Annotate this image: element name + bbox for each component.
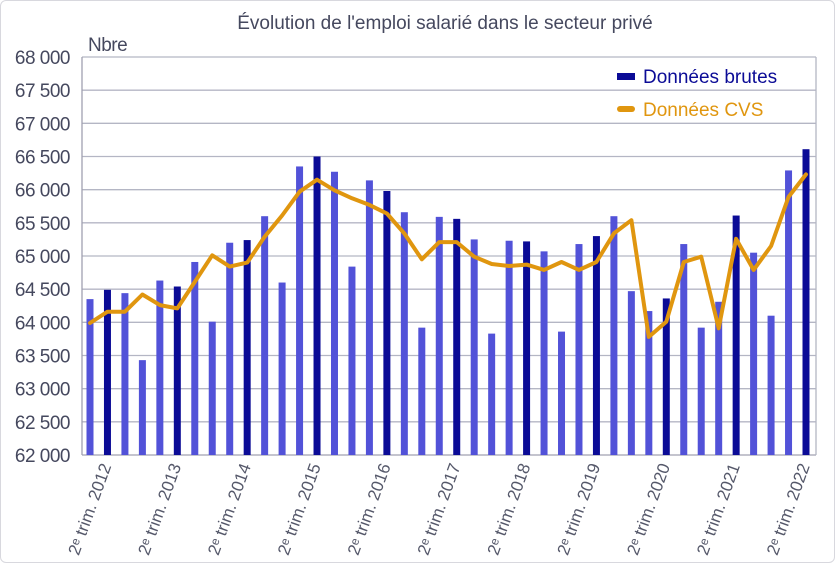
bar [627,291,635,455]
bar [435,216,443,455]
bar [558,331,566,455]
y-tick-label: 65 500 [15,214,70,235]
x-tick-label: 2ᵉ trim. 2013 [134,461,185,558]
bar [523,241,531,455]
bar [610,216,618,455]
legend-label-cvs: Données CVS [643,100,763,121]
bar [802,149,810,455]
bar [208,321,216,455]
y-axis-label: Nbre [88,35,127,56]
bar [418,327,426,455]
bar [296,166,304,455]
bar [156,280,164,455]
bar [400,212,408,455]
bar [662,298,670,455]
y-tick-label: 62 500 [15,413,70,434]
bar [767,315,775,455]
bar [575,244,583,455]
bar [697,327,705,455]
legend-swatch-brutes [617,73,635,80]
bar [785,170,793,455]
y-tick-label: 68 000 [15,48,70,69]
bar [680,244,688,455]
y-tick-label: 65 000 [15,247,70,268]
bar [86,299,94,455]
y-tick-label: 67 500 [15,81,70,102]
x-tick-label: 2ᵉ trim. 2021 [693,461,744,558]
y-tick-labels: 62 000 62 500 63 000 63 500 64 000 64 500 65 0… [15,48,71,467]
x-tick-label: 2ᵉ trim. 2016 [344,461,395,558]
bar [750,252,758,455]
legend: Données brutes Données CVS [617,67,777,121]
bar [453,218,461,455]
bar [715,301,723,455]
bar [383,190,391,455]
bar [645,311,653,455]
x-tick-label: 2ᵉ trim. 2015 [274,461,325,558]
bar [191,261,199,455]
y-tick-label: 66 500 [15,148,70,169]
x-tick-label: 2ᵉ trim. 2012 [65,461,116,558]
bar [488,333,496,455]
bar [138,360,146,455]
x-tick-label: 2ᵉ trim. 2014 [204,461,255,558]
x-tick-label: 2ᵉ trim. 2019 [553,461,604,558]
bar [732,215,740,455]
legend-swatch-cvs [617,106,635,112]
y-tick-label: 62 000 [15,446,70,467]
y-tick-label: 66 000 [15,181,70,202]
bar [540,251,548,455]
gridlines [81,56,817,456]
y-tick-label: 64 000 [15,313,70,334]
bar [365,180,373,455]
bar [278,282,286,455]
y-tick-label: 63 500 [15,347,70,368]
chart-title: Évolution de l'emploi salarié dans le se… [237,13,653,34]
x-tick-labels: 2ᵉ trim. 2012 2ᵉ trim. 2013 2ᵉ trim. 2014 2… [65,461,814,558]
cvs-line [88,172,808,339]
bar [243,240,251,455]
bar [313,156,321,455]
bar [470,239,478,455]
y-tick-label: 64 500 [15,280,70,301]
y-tick-label: 67 000 [15,114,70,135]
bar [226,242,234,455]
bar [505,240,513,455]
x-tick-label: 2ᵉ trim. 2022 [763,461,814,558]
x-tick-label: 2ᵉ trim. 2017 [414,461,465,558]
y-tick-label: 63 000 [15,380,70,401]
x-tick-label: 2ᵉ trim. 2018 [484,461,535,558]
bar [103,289,111,455]
bar [173,286,181,455]
bar [348,266,356,455]
bar [330,171,338,456]
bar [592,236,600,455]
x-tick-label: 2ᵉ trim. 2020 [623,461,674,558]
bar [121,293,129,455]
legend-label-brutes: Données brutes [643,67,777,88]
bars-series [86,149,810,456]
bar [261,216,269,455]
